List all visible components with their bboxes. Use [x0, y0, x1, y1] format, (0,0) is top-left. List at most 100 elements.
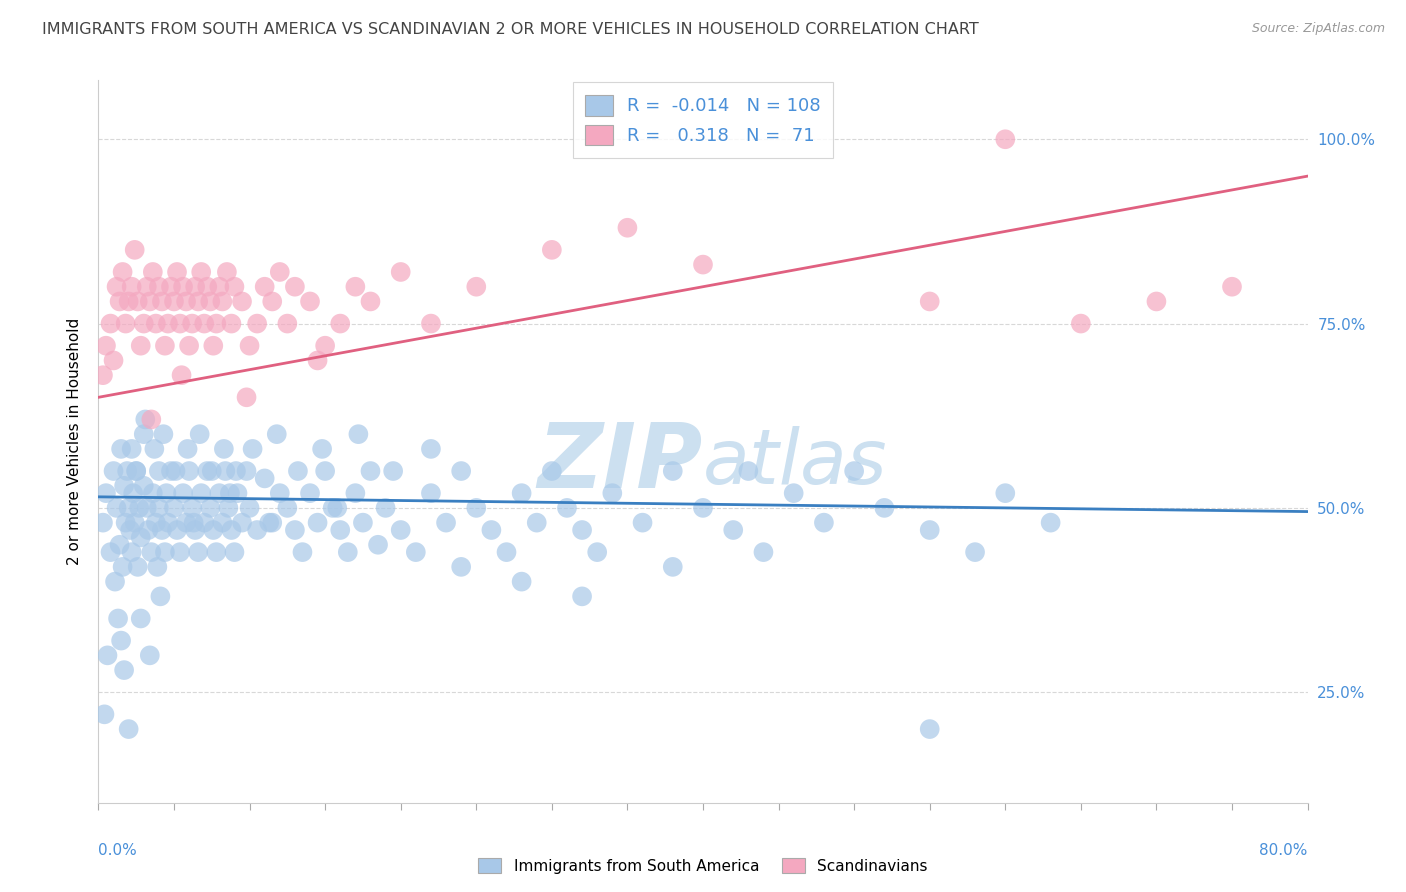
Point [262, 294, 284, 309]
Point [347, 427, 370, 442]
Point [103, 353, 125, 368]
Y-axis label: 2 or more Vehicles in Household: 2 or more Vehicles in Household [67, 318, 83, 566]
Point [105, 500, 128, 515]
Point [146, 560, 169, 574]
Point [555, 500, 578, 515]
Point [269, 486, 291, 500]
Point [434, 516, 457, 530]
Point [112, 663, 135, 677]
Point [105, 279, 128, 293]
Legend: Immigrants from South America, Scandinavians: Immigrants from South America, Scandinav… [472, 852, 934, 880]
Point [314, 339, 336, 353]
Point [269, 265, 291, 279]
Point [918, 722, 941, 736]
Point [253, 471, 276, 485]
Point [208, 486, 231, 500]
Point [129, 530, 152, 544]
Point [190, 486, 212, 500]
Point [510, 486, 533, 500]
Point [246, 523, 269, 537]
Point [465, 279, 488, 293]
Point [124, 243, 146, 257]
Point [526, 516, 548, 530]
Point [184, 279, 207, 293]
Point [571, 523, 593, 537]
Point [107, 611, 129, 625]
Point [195, 279, 218, 293]
Point [181, 500, 204, 515]
Point [155, 486, 177, 500]
Point [257, 516, 280, 530]
Point [205, 317, 228, 331]
Point [692, 258, 714, 272]
Point [122, 486, 145, 500]
Point [96, 648, 118, 663]
Point [149, 590, 172, 604]
Point [110, 442, 132, 456]
Point [221, 523, 243, 537]
Point [156, 516, 179, 530]
Point [104, 574, 127, 589]
Point [336, 545, 359, 559]
Point [108, 294, 131, 309]
Point [661, 464, 683, 478]
Point [193, 516, 215, 530]
Point [183, 516, 205, 530]
Point [231, 516, 253, 530]
Point [110, 633, 132, 648]
Point [114, 317, 136, 331]
Point [179, 464, 201, 478]
Point [374, 500, 396, 515]
Point [314, 464, 336, 478]
Point [344, 279, 367, 293]
Point [540, 243, 562, 257]
Point [190, 265, 212, 279]
Point [242, 442, 264, 456]
Point [156, 317, 179, 331]
Point [224, 545, 246, 559]
Point [235, 390, 257, 404]
Point [184, 523, 207, 537]
Point [266, 427, 288, 442]
Point [94, 486, 117, 500]
Point [918, 294, 941, 309]
Point [692, 500, 714, 515]
Point [136, 523, 159, 537]
Point [481, 523, 503, 537]
Point [187, 294, 209, 309]
Point [214, 464, 236, 478]
Point [112, 479, 135, 493]
Point [344, 486, 367, 500]
Point [152, 427, 174, 442]
Point [329, 523, 352, 537]
Point [160, 279, 183, 293]
Point [450, 464, 472, 478]
Point [299, 294, 322, 309]
Point [276, 317, 298, 331]
Point [139, 294, 162, 309]
Point [134, 412, 156, 426]
Point [121, 442, 143, 456]
Point [225, 464, 247, 478]
Point [382, 464, 405, 478]
Point [253, 279, 276, 293]
Point [125, 464, 148, 478]
Point [200, 500, 222, 515]
Point [135, 279, 157, 293]
Point [166, 265, 188, 279]
Point [616, 220, 638, 235]
Point [93, 707, 115, 722]
Point [163, 294, 186, 309]
Point [284, 523, 307, 537]
Point [118, 722, 141, 736]
Point [127, 560, 149, 574]
Point [246, 317, 269, 331]
Point [132, 317, 155, 331]
Point [141, 545, 163, 559]
Point [208, 279, 231, 293]
Point [202, 339, 225, 353]
Point [111, 265, 134, 279]
Point [129, 611, 152, 625]
Point [495, 545, 517, 559]
Point [201, 464, 224, 478]
